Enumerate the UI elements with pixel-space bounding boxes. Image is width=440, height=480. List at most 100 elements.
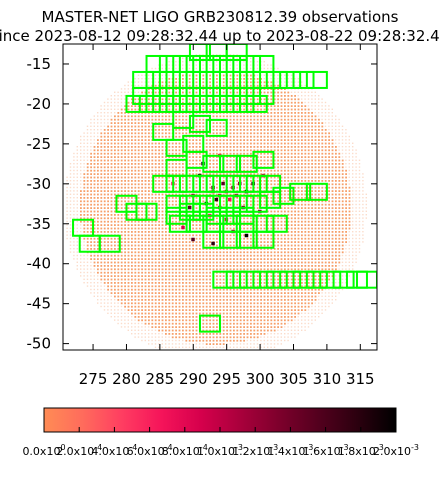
probability-dot <box>260 118 262 121</box>
probability-dot <box>148 278 150 281</box>
probability-dot <box>168 152 171 155</box>
probability-dot-faint <box>154 343 157 345</box>
probability-dot-faint <box>80 173 82 175</box>
probability-dot <box>110 156 113 158</box>
probability-dot <box>144 115 147 118</box>
probability-dot <box>154 176 157 179</box>
probability-dot <box>110 275 113 277</box>
probability-dot <box>103 268 106 271</box>
probability-dot <box>250 135 252 138</box>
probability-dot <box>246 125 249 128</box>
probability-dot <box>260 84 262 87</box>
probability-dot <box>250 316 252 318</box>
probability-dot <box>216 258 218 260</box>
probability-dot <box>202 268 205 271</box>
probability-dot <box>120 197 123 199</box>
probability-dot <box>199 292 201 294</box>
probability-dot <box>233 319 235 322</box>
probability-dot <box>141 224 143 226</box>
probability-dot <box>236 295 239 298</box>
probability-dot <box>236 115 239 118</box>
probability-dot <box>222 88 225 90</box>
probability-dot <box>127 132 130 135</box>
probability-dot <box>151 305 154 308</box>
probability-dot <box>182 268 184 271</box>
probability-dot <box>158 125 160 128</box>
probability-dot <box>188 183 191 186</box>
probability-dot <box>250 193 252 196</box>
probability-dot <box>141 132 143 135</box>
probability-dot <box>120 227 123 230</box>
probability-dot <box>158 156 160 158</box>
probability-dot <box>185 292 188 294</box>
probability-dot <box>222 292 225 294</box>
probability-dot <box>107 285 109 288</box>
probability-dot <box>134 173 137 175</box>
probability-dot <box>280 91 283 94</box>
probability-dot <box>209 149 211 152</box>
probability-dot-faint <box>236 54 238 56</box>
probability-dot <box>216 227 218 230</box>
probability-dot <box>97 203 99 206</box>
probability-dot <box>209 299 211 301</box>
probability-dot <box>90 152 92 155</box>
probability-dot <box>90 163 92 165</box>
probability-dot <box>270 322 273 325</box>
probability-dot <box>219 305 222 308</box>
probability-dot <box>243 139 245 141</box>
probability-dot <box>250 278 252 281</box>
probability-dot <box>151 271 154 274</box>
probability-dot-faint <box>83 132 85 134</box>
probability-dot <box>216 101 218 104</box>
probability-dot <box>90 183 92 186</box>
probability-dot <box>127 207 130 209</box>
probability-dot <box>120 275 123 277</box>
probability-dot <box>141 135 143 138</box>
probability-dot-faint <box>103 295 106 297</box>
probability-dot <box>212 139 215 141</box>
probability-dot <box>280 190 283 192</box>
probability-dot <box>233 142 235 145</box>
probability-dot <box>114 200 116 203</box>
probability-dot <box>168 285 171 288</box>
probability-dot <box>178 224 181 226</box>
probability-dot <box>97 220 99 223</box>
probability-dot <box>236 299 239 301</box>
probability-dot <box>195 261 198 264</box>
probability-dot <box>188 237 191 240</box>
probability-dot <box>229 326 232 328</box>
probability-dot <box>222 98 225 101</box>
probability-dot <box>256 299 259 301</box>
probability-dot <box>100 231 103 233</box>
probability-dot <box>273 98 276 101</box>
probability-dot <box>256 278 259 281</box>
probability-dot <box>246 132 249 135</box>
probability-dot <box>114 176 116 179</box>
probability-dot <box>124 166 126 169</box>
probability-dot <box>182 326 184 328</box>
probability-dot <box>212 248 215 250</box>
probability-dot-faint <box>260 336 262 338</box>
probability-dot <box>202 101 205 104</box>
probability-dot <box>185 299 188 301</box>
probability-dot <box>185 288 188 291</box>
probability-dot <box>154 115 157 118</box>
probability-dot <box>236 149 239 152</box>
probability-dot-faint <box>161 74 163 76</box>
probability-dot <box>100 166 103 169</box>
probability-dot <box>117 241 120 243</box>
probability-dot <box>256 285 259 288</box>
probability-dot <box>151 214 154 216</box>
probability-dot <box>110 220 113 223</box>
probability-dot <box>161 254 164 257</box>
probability-dot <box>137 224 140 226</box>
probability-dot <box>239 118 242 121</box>
probability-dot <box>277 217 279 220</box>
probability-dot <box>148 129 150 131</box>
probability-dot <box>114 186 116 189</box>
probability-dot <box>267 299 269 301</box>
probability-dot <box>280 98 283 101</box>
probability-dot-faint <box>148 329 150 331</box>
probability-dot <box>243 166 245 169</box>
probability-dot <box>284 234 286 237</box>
